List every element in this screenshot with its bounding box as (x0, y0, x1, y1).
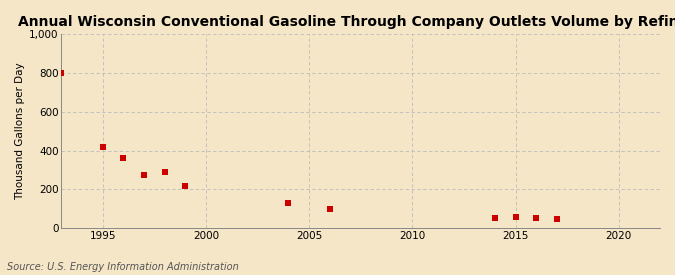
Point (325, 207, 335, 211)
Point (531, 216, 541, 220)
Point (180, 184, 190, 189)
Text: Source: U.S. Energy Information Administration: Source: U.S. Energy Information Administ… (7, 262, 238, 272)
Y-axis label: Thousand Gallons per Day: Thousand Gallons per Day (15, 62, 25, 200)
Point (551, 216, 562, 221)
Point (159, 170, 170, 174)
Point (283, 200, 294, 205)
Point (489, 216, 500, 221)
Point (138, 172, 149, 177)
Title: Annual Wisconsin Conventional Gasoline Through Company Outlets Volume by Refiner: Annual Wisconsin Conventional Gasoline T… (18, 15, 675, 29)
Point (118, 156, 129, 160)
Point (56, 71, 67, 75)
Point (510, 215, 521, 219)
Point (97, 144, 108, 149)
